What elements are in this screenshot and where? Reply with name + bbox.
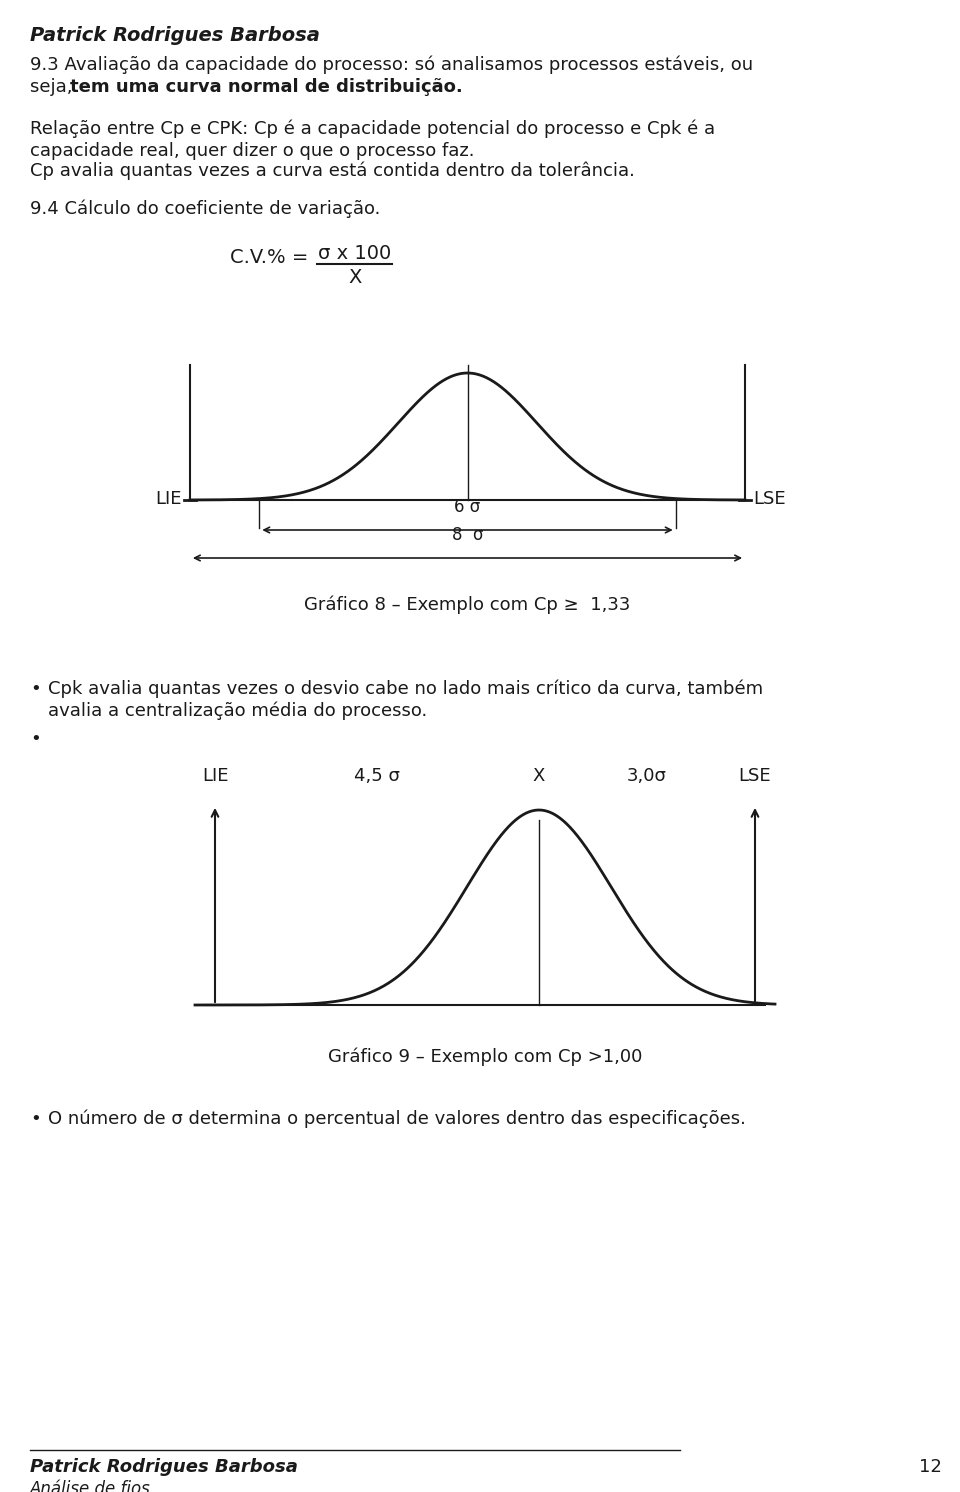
Text: Patrick Rodrigues Barbosa: Patrick Rodrigues Barbosa [30,25,320,45]
Text: •: • [30,1110,40,1128]
Text: C.V.% =: C.V.% = [230,248,315,267]
Text: avalia a centralização média do processo.: avalia a centralização média do processo… [48,703,427,721]
Text: capacidade real, quer dizer o que o processo faz.: capacidade real, quer dizer o que o proc… [30,142,474,160]
Text: 3,0σ: 3,0σ [627,767,667,785]
Text: X: X [533,767,545,785]
Text: Patrick Rodrigues Barbosa: Patrick Rodrigues Barbosa [30,1458,298,1476]
Text: •: • [30,680,40,698]
Text: Gráfico 8 – Exemplo com Cp ≥  1,33: Gráfico 8 – Exemplo com Cp ≥ 1,33 [304,595,631,613]
Text: Cpk avalia quantas vezes o desvio cabe no lado mais crítico da curva, também: Cpk avalia quantas vezes o desvio cabe n… [48,680,763,698]
Text: seja,: seja, [30,78,79,95]
Text: 9.4 Cálculo do coeficiente de variação.: 9.4 Cálculo do coeficiente de variação. [30,200,380,218]
Text: 9.3 Avaliação da capacidade do processo: só analisamos processos estáveis, ou: 9.3 Avaliação da capacidade do processo:… [30,57,754,75]
Text: Análise de fios: Análise de fios [30,1480,151,1492]
Text: •: • [30,730,40,747]
Text: 6 σ: 6 σ [454,498,481,516]
Text: σ x 100: σ x 100 [318,245,392,263]
Text: LIE: LIE [156,489,182,507]
Text: 8  σ: 8 σ [452,527,483,545]
Text: Cp avalia quantas vezes a curva está contida dentro da tolerância.: Cp avalia quantas vezes a curva está con… [30,163,635,181]
Text: 4,5 σ: 4,5 σ [354,767,400,785]
Text: X: X [348,269,362,286]
Text: O número de σ determina o percentual de valores dentro das especificações.: O número de σ determina o percentual de … [48,1110,746,1128]
Text: Relação entre Cp e CPK: Cp é a capacidade potencial do processo e Cpk é a: Relação entre Cp e CPK: Cp é a capacidad… [30,119,715,139]
Text: 12: 12 [919,1458,942,1476]
Text: LSE: LSE [753,489,785,507]
Text: tem uma curva normal de distribuição.: tem uma curva normal de distribuição. [70,78,463,95]
Text: LIE: LIE [202,767,228,785]
Text: Gráfico 9 – Exemplo com Cp >1,00: Gráfico 9 – Exemplo com Cp >1,00 [327,1047,642,1065]
Text: LSE: LSE [738,767,771,785]
